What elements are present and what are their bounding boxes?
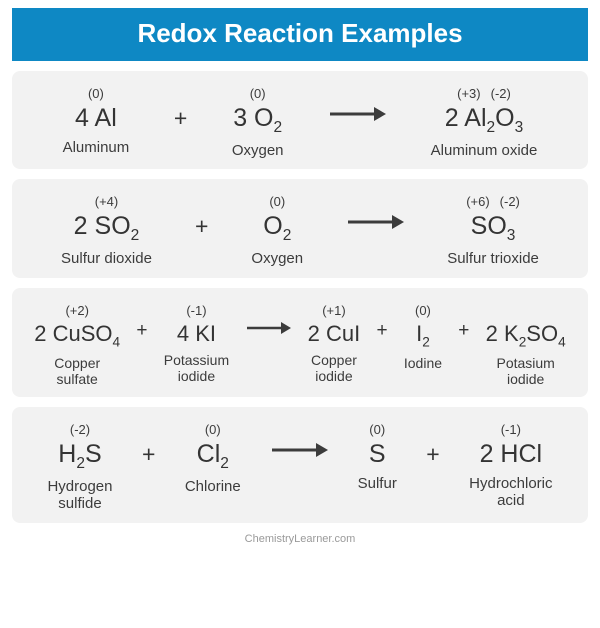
formula: 4 KI xyxy=(177,322,216,346)
term-sulfur-trioxide: (+6)(-2) SO3 Sulfur trioxide xyxy=(447,193,539,267)
term-copper-sulfate: (+2) 2 CuSO4 Coppersulfate xyxy=(34,302,120,388)
oxidation-states: (-1) xyxy=(186,302,206,320)
reaction-panel-2: (+4) 2 SO2 Sulfur dioxide + (0) O2 Oxyge… xyxy=(12,179,588,277)
plus-operator: + xyxy=(458,302,469,342)
term-chlorine: (0) Cl2 Chlorine xyxy=(185,421,241,495)
term-sulfur-dioxide: (+4) 2 SO2 Sulfur dioxide xyxy=(61,193,152,267)
arrow-icon xyxy=(270,421,328,459)
plus-operator: + xyxy=(426,421,439,468)
term-oxygen: (0) O2 Oxygen xyxy=(251,193,303,267)
formula: I2 xyxy=(416,322,430,349)
label: Oxygen xyxy=(251,250,303,267)
arrow-icon xyxy=(245,302,291,336)
term-iodine: (0) I2 Iodine xyxy=(404,302,442,371)
formula: H2S xyxy=(58,441,101,472)
formula: 4 Al xyxy=(75,105,117,133)
term-aluminum-oxide: (+3)(-2) 2 Al2O3 Aluminum oxide xyxy=(431,85,538,159)
label: Copperiodide xyxy=(311,352,357,384)
formula: 2 Al2O3 xyxy=(445,105,523,136)
oxidation-states: (+6)(-2) xyxy=(466,193,520,211)
oxidation-states: (0) xyxy=(269,193,285,211)
oxidation-states: (-1) xyxy=(501,421,521,439)
label: Aluminum xyxy=(63,139,130,156)
page-title: Redox Reaction Examples xyxy=(137,18,462,48)
arrow-icon xyxy=(328,85,386,123)
label: Aluminum oxide xyxy=(431,142,538,159)
formula: S xyxy=(369,441,386,469)
oxidation-states: (+1) xyxy=(322,302,345,320)
plus-operator: + xyxy=(174,85,187,132)
plus-operator: + xyxy=(377,302,388,342)
oxidation-states: (0) xyxy=(205,421,221,439)
reaction-panel-1: (0) 4 Al Aluminum + (0) 3 O2 Oxygen (+3)… xyxy=(12,71,588,169)
plus-operator: + xyxy=(136,302,147,342)
formula: O2 xyxy=(263,213,291,244)
equation-row: (+2) 2 CuSO4 Coppersulfate + (-1) 4 KI P… xyxy=(20,302,580,388)
oxidation-states: (0) xyxy=(369,421,385,439)
formula: 2 K2SO4 xyxy=(486,322,566,349)
reaction-panel-4: (-2) H2S Hydrogensulfide + (0) Cl2 Chlor… xyxy=(12,407,588,523)
term-aluminum: (0) 4 Al Aluminum xyxy=(63,85,130,156)
term-oxygen: (0) 3 O2 Oxygen xyxy=(232,85,284,159)
equation-row: (0) 4 Al Aluminum + (0) 3 O2 Oxygen (+3)… xyxy=(20,85,580,159)
label: Sulfur trioxide xyxy=(447,250,539,267)
title-bar: Redox Reaction Examples xyxy=(12,8,588,61)
equation-row: (-2) H2S Hydrogensulfide + (0) Cl2 Chlor… xyxy=(20,421,580,513)
reaction-panel-3: (+2) 2 CuSO4 Coppersulfate + (-1) 4 KI P… xyxy=(12,288,588,398)
plus-operator: + xyxy=(142,421,155,468)
arrow-icon xyxy=(346,193,404,231)
formula: 2 CuI xyxy=(308,322,361,346)
label: Potassiumiodide xyxy=(164,352,229,384)
label: Chlorine xyxy=(185,478,241,495)
label: Sulfur dioxide xyxy=(61,250,152,267)
oxidation-states: (0) xyxy=(415,302,431,320)
oxidation-states: (0) xyxy=(88,85,104,103)
formula: 3 O2 xyxy=(233,105,282,136)
formula: 2 HCl xyxy=(480,441,543,469)
formula: 2 CuSO4 xyxy=(34,322,120,349)
term-sulfur: (0) S Sulfur xyxy=(358,421,397,492)
label: Potasiumiodide xyxy=(496,355,554,387)
equation-row: (+4) 2 SO2 Sulfur dioxide + (0) O2 Oxyge… xyxy=(20,193,580,267)
plus-operator: + xyxy=(195,193,208,240)
label: Hydrogensulfide xyxy=(47,478,112,513)
oxidation-states: (+2) xyxy=(65,302,88,320)
formula: SO3 xyxy=(471,213,516,244)
formula: 2 SO2 xyxy=(74,213,140,244)
oxidation-states: (0) xyxy=(250,85,266,103)
label: Sulfur xyxy=(358,475,397,492)
oxidation-states: (+4) xyxy=(95,193,118,211)
label: Coppersulfate xyxy=(54,355,100,387)
term-potassium-iodide: (-1) 4 KI Potassiumiodide xyxy=(164,302,229,384)
oxidation-states: (-2) xyxy=(70,421,90,439)
oxidation-states: (+3)(-2) xyxy=(457,85,511,103)
term-copper-iodide: (+1) 2 CuI Copperiodide xyxy=(308,302,361,384)
term-potassium-sulfate: 2 K2SO4 Potasiumiodide xyxy=(486,302,566,388)
label: Iodine xyxy=(404,355,442,371)
label: Hydrochloricacid xyxy=(469,475,552,510)
label: Oxygen xyxy=(232,142,284,159)
footer-attribution: ChemistryLearner.com xyxy=(0,533,600,545)
term-hydrochloric-acid: (-1) 2 HCl Hydrochloricacid xyxy=(469,421,552,509)
term-hydrogen-sulfide: (-2) H2S Hydrogensulfide xyxy=(47,421,112,513)
formula: Cl2 xyxy=(197,441,229,472)
